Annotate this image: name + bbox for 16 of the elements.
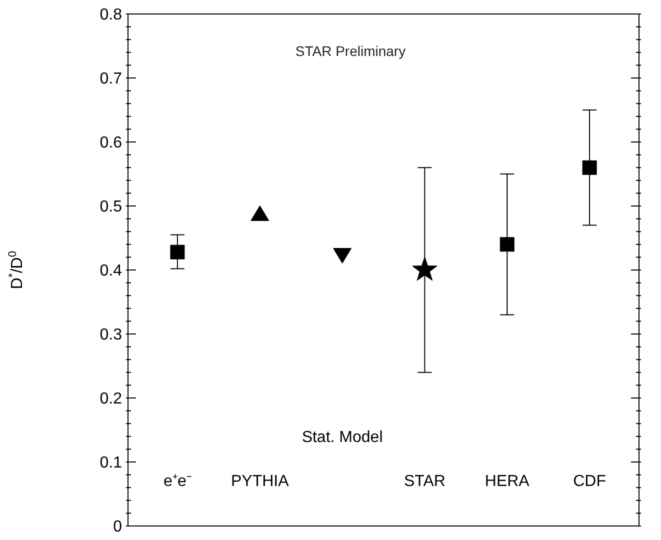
x-tick-label: PYTHIA bbox=[230, 473, 290, 490]
x-tick-label: e⁺e⁻ bbox=[164, 473, 192, 490]
x-tick-label: HERA bbox=[484, 473, 530, 490]
y-tick-label: 0.7 bbox=[100, 70, 122, 88]
y-tick-label: 0.2 bbox=[100, 390, 122, 408]
y-tick-label: 0.1 bbox=[100, 454, 122, 472]
y-tick-label: 0.5 bbox=[100, 198, 122, 216]
x-tick-label: CDF bbox=[573, 473, 606, 490]
y-tick-label: 0.6 bbox=[100, 134, 122, 152]
y-tick-label: 0.4 bbox=[100, 262, 122, 280]
x-tick-label: Stat. Model bbox=[302, 429, 383, 446]
y-tick-label: 0.3 bbox=[100, 326, 122, 344]
x-tick-label: STAR bbox=[404, 473, 446, 490]
y-tick-label: 0.8 bbox=[100, 6, 122, 24]
y-tick-label: 0 bbox=[113, 518, 122, 536]
annotation: STAR Preliminary bbox=[294, 43, 407, 59]
